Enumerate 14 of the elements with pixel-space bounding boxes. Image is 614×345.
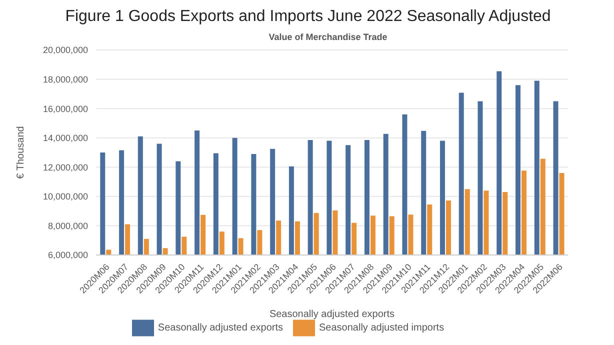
chart-subtitle: Value of Merchandise Trade [268, 32, 388, 44]
y-axis-title: € Thousand [16, 126, 27, 179]
chart-title: Figure 1 Goods Exports and Imports June 2022 Seasonally Adjusted [64, 8, 552, 27]
y-tick-label: 16,000,000 [42, 104, 88, 114]
y-tick-label: 6,000,000 [48, 250, 88, 260]
y-tick-label: 14,000,000 [42, 133, 88, 144]
y-tick-label: 10,000,000 [42, 192, 88, 202]
x-axis-title: Seasonally adjusted exports [269, 309, 395, 320]
y-tick-label: 12,000,000 [42, 162, 88, 172]
legend-label: Seasonally adjusted exports [158, 322, 283, 334]
y-tick-label: 20,000,000 [42, 45, 88, 56]
y-tick-label: 18,000,000 [42, 74, 88, 84]
legend-label: Seasonally adjusted imports [319, 322, 444, 334]
y-tick-label: 8,000,000 [48, 220, 88, 231]
